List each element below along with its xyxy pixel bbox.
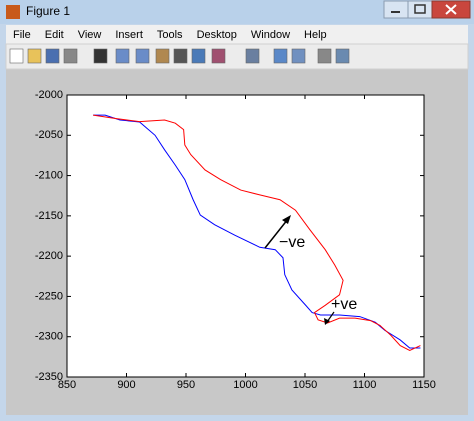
toolbar-button[interactable] bbox=[9, 48, 24, 64]
menu-item[interactable]: Desktop bbox=[197, 29, 237, 41]
y-tick-label: -2050 bbox=[35, 129, 63, 141]
toolbar-button[interactable] bbox=[191, 48, 206, 64]
app-icon bbox=[6, 5, 20, 19]
x-tick-label: 900 bbox=[117, 379, 135, 391]
x-tick-label: 950 bbox=[177, 379, 195, 391]
toolbar-button[interactable] bbox=[317, 48, 332, 64]
toolbar-button[interactable] bbox=[93, 48, 108, 64]
toolbar-button[interactable] bbox=[115, 48, 130, 64]
toolbar-button[interactable] bbox=[155, 48, 170, 64]
y-tick-label: -2000 bbox=[35, 89, 63, 101]
x-tick-label: 850 bbox=[58, 379, 76, 391]
menu-item[interactable]: Tools bbox=[157, 29, 183, 41]
x-tick-label: 1000 bbox=[233, 379, 257, 391]
menu-bar bbox=[6, 25, 468, 44]
menu-item[interactable]: Insert bbox=[115, 29, 143, 41]
toolbar bbox=[5, 43, 469, 70]
x-tick-label: 1100 bbox=[353, 379, 377, 391]
toolbar-button[interactable] bbox=[173, 48, 188, 64]
toolbar-button[interactable] bbox=[27, 48, 42, 64]
annotation-arrow bbox=[264, 218, 289, 249]
toolbar-button[interactable] bbox=[45, 48, 60, 64]
x-tick-label: 1050 bbox=[293, 379, 317, 391]
plot-area bbox=[67, 95, 424, 377]
toolbar-button[interactable] bbox=[245, 48, 260, 64]
menu-item[interactable]: Edit bbox=[45, 29, 64, 41]
y-tick-label: -2250 bbox=[35, 290, 63, 302]
y-tick-label: -2150 bbox=[35, 210, 63, 222]
x-tick-label: 1150 bbox=[412, 379, 436, 391]
minimize-button[interactable] bbox=[383, 0, 409, 19]
toolbar-button[interactable] bbox=[63, 48, 78, 64]
annotation: +ve bbox=[331, 296, 357, 313]
y-tick-label: -2100 bbox=[35, 169, 63, 181]
toolbar-button[interactable] bbox=[211, 48, 226, 64]
maximize-button[interactable] bbox=[407, 0, 433, 19]
y-tick-label: -2200 bbox=[35, 250, 63, 262]
menu-item[interactable]: Window bbox=[251, 29, 290, 41]
y-tick-label: -2300 bbox=[35, 331, 63, 343]
toolbar-button[interactable] bbox=[273, 48, 288, 64]
arrow-head bbox=[324, 318, 330, 325]
y-tick-label: -2350 bbox=[35, 371, 63, 383]
menu-item[interactable]: Help bbox=[304, 29, 327, 41]
menu-item[interactable]: View bbox=[78, 29, 102, 41]
toolbar-button[interactable] bbox=[135, 48, 150, 64]
toolbar-button[interactable] bbox=[335, 48, 350, 64]
window-title: Figure 1 bbox=[26, 4, 70, 18]
annotation: −ve bbox=[279, 234, 305, 251]
axes-box bbox=[66, 94, 425, 378]
data-line bbox=[93, 114, 421, 351]
toolbar-button[interactable] bbox=[291, 48, 306, 64]
close-icon bbox=[445, 4, 457, 15]
menu-item[interactable]: File bbox=[13, 29, 31, 41]
maximize-icon bbox=[414, 4, 426, 14]
arrow-head bbox=[282, 215, 291, 224]
